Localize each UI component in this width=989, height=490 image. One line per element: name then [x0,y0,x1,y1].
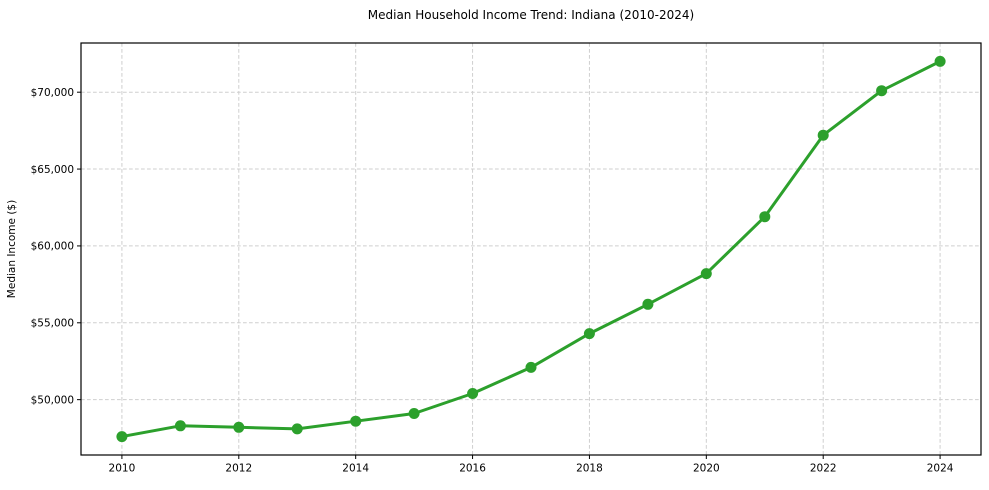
y-axis-label: Median Income ($) [6,200,18,298]
y-tick-label: $55,000 [31,318,74,330]
x-tick-label: 2010 [109,463,136,475]
data-point [642,298,654,310]
x-tick-label: 2024 [927,463,954,475]
y-tick-label: $70,000 [31,87,74,99]
x-tick-label: 2012 [225,463,252,475]
y-tick-label: $50,000 [31,394,74,406]
data-point [934,55,946,67]
data-point [174,420,186,432]
x-tick-label: 2020 [693,463,720,475]
data-point [350,415,362,427]
data-point [876,85,888,97]
data-point [817,129,829,141]
data-point [408,408,420,419]
gridlines [81,43,981,455]
x-tick-label: 2016 [459,463,486,475]
trend-line [120,59,942,439]
data-point [116,431,128,443]
data-point [700,268,712,280]
data-point [583,328,595,340]
x-tick-label: 2022 [810,463,837,475]
data-series [116,55,946,443]
y-tick-label: $65,000 [31,164,74,176]
chart-title: Median Household Income Trend: Indiana (… [368,8,694,22]
x-tick-label: 2014 [342,463,369,475]
x-tick-label: 2018 [576,463,603,475]
data-point [525,361,537,373]
data-point [467,388,479,399]
data-point [291,423,303,435]
data-point [233,421,245,433]
y-tick-label: $60,000 [31,241,74,253]
data-point [759,211,771,223]
plot-border [80,42,982,456]
axes: $50,000 $55,000 $60,000 $65,000 $70,000 2010 2… [31,42,982,475]
